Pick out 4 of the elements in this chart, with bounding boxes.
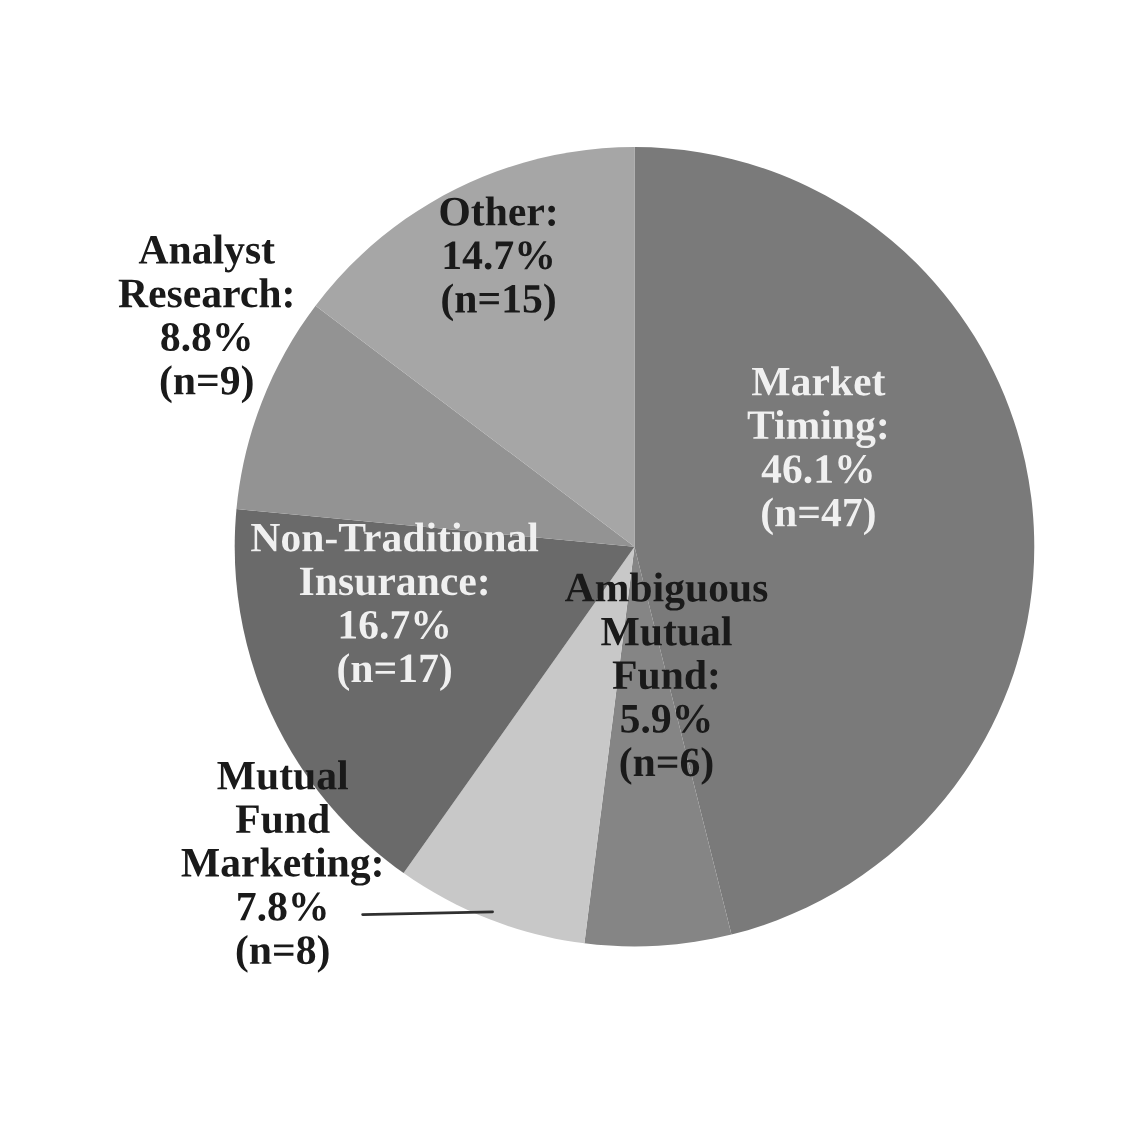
slice-label: Non-Traditional Insurance: 16.7% (n=17) [251, 522, 539, 691]
slice-label: Market Timing: 46.1% (n=47) [747, 366, 887, 536]
slice-label: Analyst Research: 8.8% (n=9) [118, 234, 292, 404]
slice-label: Other: 14.7% (n=15) [440, 196, 555, 322]
